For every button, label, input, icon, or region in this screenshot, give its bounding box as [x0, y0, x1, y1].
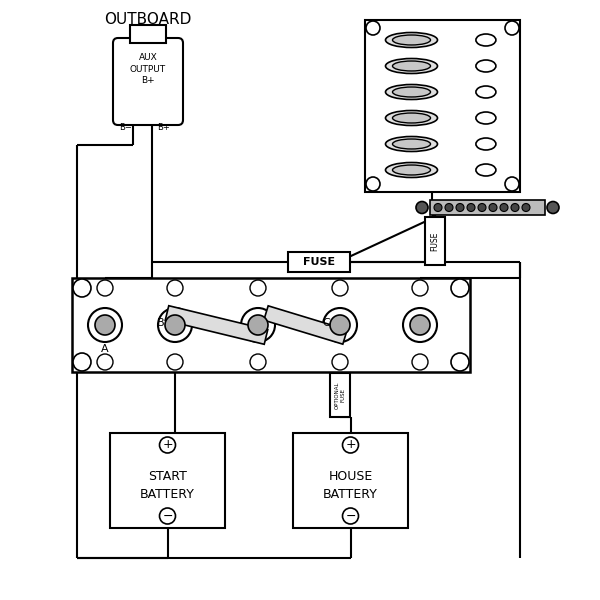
- Ellipse shape: [386, 163, 437, 178]
- Bar: [330, 373, 350, 417]
- Bar: [430, 200, 545, 215]
- Text: B−: B−: [119, 124, 133, 133]
- Ellipse shape: [386, 32, 437, 47]
- Circle shape: [505, 21, 519, 35]
- Ellipse shape: [476, 60, 496, 72]
- Ellipse shape: [386, 110, 437, 125]
- Circle shape: [412, 280, 428, 296]
- Text: A: A: [101, 344, 109, 354]
- Circle shape: [165, 315, 185, 335]
- Ellipse shape: [392, 87, 431, 97]
- Ellipse shape: [476, 34, 496, 46]
- Ellipse shape: [392, 61, 431, 71]
- Ellipse shape: [476, 138, 496, 150]
- Circle shape: [403, 308, 437, 342]
- Bar: [293, 433, 408, 528]
- Circle shape: [343, 437, 359, 453]
- Ellipse shape: [392, 165, 431, 175]
- Circle shape: [241, 308, 275, 342]
- Text: AUX
OUTPUT
B+: AUX OUTPUT B+: [130, 53, 166, 85]
- Circle shape: [343, 508, 359, 524]
- Circle shape: [366, 21, 380, 35]
- Circle shape: [500, 203, 508, 211]
- Circle shape: [250, 280, 266, 296]
- Circle shape: [97, 354, 113, 370]
- Circle shape: [167, 354, 183, 370]
- Text: START
BATTERY: START BATTERY: [140, 470, 195, 500]
- Circle shape: [434, 203, 442, 211]
- Text: B+: B+: [158, 124, 170, 133]
- Circle shape: [323, 308, 357, 342]
- Circle shape: [160, 508, 176, 524]
- Circle shape: [478, 203, 486, 211]
- Ellipse shape: [392, 139, 431, 149]
- Bar: [130, 25, 166, 43]
- Circle shape: [451, 353, 469, 371]
- Bar: [365, 20, 520, 192]
- Ellipse shape: [386, 58, 437, 73]
- Circle shape: [167, 280, 183, 296]
- Bar: [288, 252, 350, 272]
- Text: B: B: [157, 318, 165, 328]
- Bar: [425, 217, 445, 265]
- Circle shape: [97, 280, 113, 296]
- Ellipse shape: [476, 86, 496, 98]
- Circle shape: [248, 315, 268, 335]
- Text: +: +: [345, 439, 356, 451]
- Circle shape: [95, 315, 115, 335]
- FancyBboxPatch shape: [113, 38, 183, 125]
- Bar: [72, 278, 470, 372]
- Circle shape: [416, 202, 428, 214]
- Circle shape: [332, 354, 348, 370]
- Text: FUSE: FUSE: [303, 257, 335, 267]
- Ellipse shape: [476, 112, 496, 124]
- Circle shape: [412, 354, 428, 370]
- Bar: [264, 306, 347, 344]
- Circle shape: [547, 202, 559, 214]
- Text: +: +: [162, 439, 173, 451]
- Text: C: C: [322, 318, 330, 328]
- Bar: [165, 306, 268, 344]
- Text: FUSE: FUSE: [431, 232, 439, 251]
- Circle shape: [158, 308, 192, 342]
- Ellipse shape: [476, 164, 496, 176]
- Ellipse shape: [386, 85, 437, 100]
- Bar: [110, 433, 225, 528]
- Circle shape: [88, 308, 122, 342]
- Ellipse shape: [392, 113, 431, 123]
- Circle shape: [451, 279, 469, 297]
- Circle shape: [511, 203, 519, 211]
- Text: OPTIONAL
FUSE: OPTIONAL FUSE: [335, 381, 346, 409]
- Ellipse shape: [386, 136, 437, 151]
- Circle shape: [522, 203, 530, 211]
- Text: −: −: [162, 509, 173, 523]
- Circle shape: [410, 315, 430, 335]
- Text: OUTBOARD: OUTBOARD: [104, 13, 191, 28]
- Circle shape: [330, 315, 350, 335]
- Circle shape: [489, 203, 497, 211]
- Circle shape: [456, 203, 464, 211]
- Circle shape: [73, 353, 91, 371]
- Circle shape: [73, 279, 91, 297]
- Circle shape: [505, 177, 519, 191]
- Circle shape: [366, 177, 380, 191]
- Ellipse shape: [392, 35, 431, 45]
- Text: HOUSE
BATTERY: HOUSE BATTERY: [323, 470, 378, 500]
- Circle shape: [160, 437, 176, 453]
- Circle shape: [250, 354, 266, 370]
- Text: −: −: [345, 509, 356, 523]
- Circle shape: [332, 280, 348, 296]
- Circle shape: [445, 203, 453, 211]
- Circle shape: [467, 203, 475, 211]
